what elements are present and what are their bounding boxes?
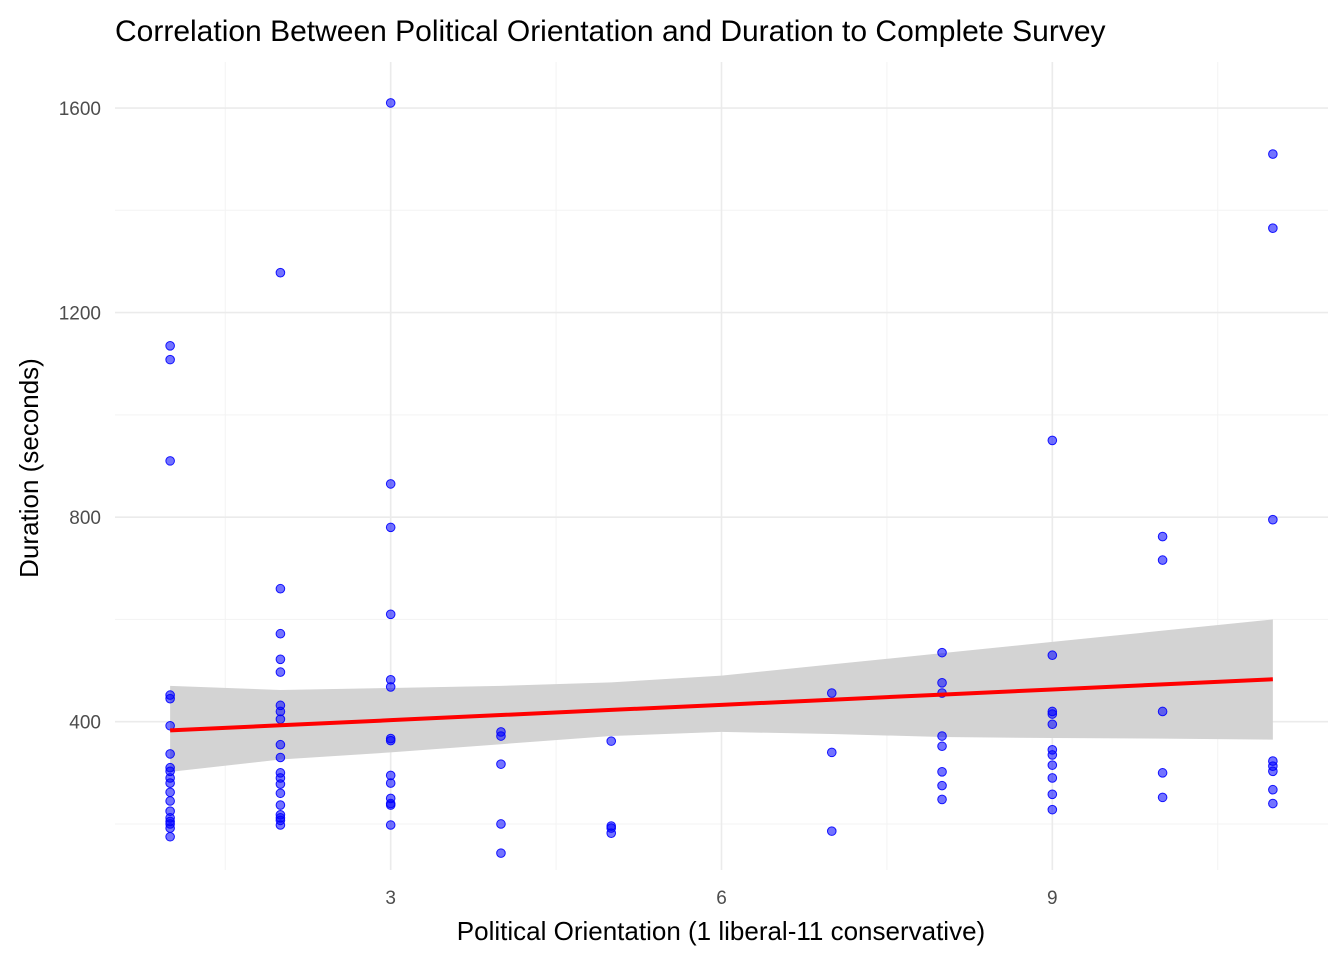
- data-point: [1047, 719, 1058, 730]
- data-point: [937, 767, 947, 777]
- data-point: [1157, 555, 1168, 565]
- data-point: [1268, 798, 1278, 809]
- data-point: [275, 583, 286, 594]
- data-point: [1268, 223, 1278, 234]
- data-point: [385, 682, 396, 692]
- data-point: [385, 479, 396, 489]
- regression-line-group: [170, 677, 1273, 733]
- data-point: [1157, 768, 1168, 778]
- data-point: [385, 820, 396, 830]
- data-point: [496, 759, 506, 769]
- data-point: [1157, 792, 1168, 803]
- data-point: [275, 779, 286, 789]
- data-point: [1047, 804, 1058, 815]
- data-point: [385, 800, 396, 810]
- data-point: [165, 787, 175, 798]
- data-point: [826, 688, 837, 698]
- data-point: [937, 741, 947, 752]
- data-point: [1047, 750, 1058, 760]
- data-point: [385, 522, 396, 533]
- data-point: [1268, 766, 1278, 777]
- data-point: [385, 609, 396, 620]
- data-point: [496, 731, 506, 741]
- data-point: [1047, 760, 1058, 770]
- data-point: [275, 714, 286, 724]
- y-tick-label: 400: [69, 713, 101, 734]
- data-point: [165, 354, 175, 365]
- data-point: [1047, 435, 1058, 446]
- x-tick-label: 9: [1047, 888, 1058, 909]
- data-point: [385, 98, 396, 108]
- data-point: [385, 778, 396, 788]
- data-point: [165, 749, 175, 759]
- data-point: [275, 667, 286, 677]
- data-point: [275, 752, 286, 763]
- data-point: [275, 739, 286, 750]
- data-point: [275, 800, 286, 810]
- x-axis-label: Political Orientation (1 liberal-11 cons…: [457, 916, 985, 946]
- data-point: [1268, 514, 1278, 525]
- data-point: [496, 848, 506, 858]
- x-tick-label: 3: [385, 888, 396, 909]
- x-axis-ticks: 3 6 9: [385, 888, 1057, 909]
- data-point: [826, 826, 837, 836]
- chart-title: Correlation Between Political Orientatio…: [115, 15, 1106, 48]
- data-point: [1268, 149, 1278, 159]
- y-tick-label: 1200: [59, 304, 101, 325]
- y-axis-ticks: 400 800 1200 1600: [59, 99, 101, 734]
- data-point: [937, 794, 947, 805]
- data-point: [275, 628, 286, 639]
- data-point: [1047, 709, 1058, 719]
- y-tick-label: 800: [69, 508, 101, 529]
- data-point: [385, 735, 396, 746]
- x-tick-label: 6: [716, 888, 727, 909]
- data-point: [165, 693, 175, 704]
- data-point: [606, 736, 617, 746]
- data-point: [1268, 784, 1278, 795]
- regression-line: [170, 677, 1273, 733]
- data-point: [496, 819, 506, 829]
- data-point: [275, 654, 286, 665]
- data-point: [165, 823, 175, 833]
- data-point: [165, 778, 175, 788]
- data-point: [937, 647, 947, 658]
- data-point: [1157, 531, 1168, 542]
- data-point: [1047, 773, 1058, 783]
- data-point: [1047, 789, 1058, 800]
- data-point: [1047, 650, 1058, 661]
- data-point: [1157, 706, 1168, 717]
- data-point: [275, 267, 286, 278]
- confidence-band-group: [170, 619, 1273, 772]
- data-point: [937, 780, 947, 791]
- y-axis-label: Duration (seconds): [14, 358, 44, 578]
- data-point: [826, 747, 837, 758]
- data-point: [937, 731, 947, 741]
- data-point: [165, 341, 175, 351]
- confidence-band: [170, 619, 1273, 772]
- data-point: [275, 820, 286, 830]
- data-point: [275, 788, 286, 799]
- data-point: [937, 678, 947, 688]
- data-point: [165, 831, 175, 842]
- data-point: [165, 796, 175, 806]
- y-tick-label: 1600: [59, 99, 101, 120]
- data-point: [165, 456, 175, 466]
- data-point: [606, 828, 617, 838]
- data-points: [165, 98, 1278, 858]
